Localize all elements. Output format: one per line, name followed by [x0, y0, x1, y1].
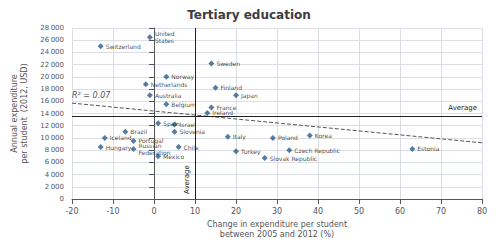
svg-text:Estonia: Estonia — [417, 145, 439, 152]
svg-text:Japan: Japan — [240, 92, 258, 100]
svg-text:30: 30 — [272, 207, 282, 216]
svg-text:Hungary: Hungary — [106, 144, 132, 152]
svg-text:18 000: 18 000 — [40, 85, 64, 93]
svg-text:States: States — [155, 37, 174, 44]
svg-text:80: 80 — [477, 207, 487, 216]
svg-text:16 000: 16 000 — [40, 97, 64, 105]
svg-text:Russian: Russian — [139, 142, 162, 149]
svg-text:6 000: 6 000 — [45, 158, 64, 166]
svg-text:0: 0 — [151, 207, 156, 216]
svg-text:Change in expenditure per stud: Change in expenditure per student — [207, 220, 347, 229]
svg-text:Federation: Federation — [138, 148, 171, 156]
svg-text:per student (2012, USD): per student (2012, USD) — [20, 63, 29, 163]
svg-text:Poland: Poland — [278, 134, 298, 141]
svg-text:20: 20 — [231, 207, 241, 216]
svg-text:Australia: Australia — [155, 92, 182, 99]
svg-text:Slovenia: Slovenia — [180, 128, 206, 135]
svg-text:Norway: Norway — [171, 73, 195, 81]
svg-text:Chile: Chile — [184, 144, 199, 151]
svg-text:Belgium: Belgium — [171, 101, 196, 109]
svg-text:Ireland: Ireland — [212, 109, 233, 116]
svg-text:24 000: 24 000 — [40, 48, 64, 56]
svg-text:Turkey: Turkey — [240, 148, 261, 156]
svg-text:Israel: Israel — [180, 121, 197, 128]
svg-text:12 000: 12 000 — [40, 122, 64, 130]
svg-text:Average: Average — [448, 104, 477, 112]
svg-text:Spain: Spain — [163, 120, 180, 128]
svg-text:United: United — [155, 30, 175, 37]
svg-text:26 000: 26 000 — [40, 36, 64, 44]
svg-text:0: 0 — [60, 195, 64, 203]
svg-text:Sweden: Sweden — [216, 60, 240, 67]
svg-text:Iceland: Iceland — [110, 134, 132, 141]
svg-text:-10: -10 — [106, 207, 119, 216]
svg-text:-20: -20 — [65, 207, 78, 216]
svg-text:Italy: Italy — [233, 133, 246, 141]
svg-text:Netherlands: Netherlands — [151, 81, 188, 88]
svg-text:22 000: 22 000 — [40, 61, 64, 69]
svg-text:70: 70 — [436, 207, 446, 216]
svg-text:28 000: 28 000 — [40, 24, 64, 32]
svg-text:France: France — [216, 103, 237, 111]
svg-text:10: 10 — [190, 207, 200, 216]
svg-text:Brazil: Brazil — [130, 128, 147, 135]
svg-text:20 000: 20 000 — [40, 73, 64, 81]
svg-text:Average: Average — [183, 165, 191, 194]
svg-text:Mexico: Mexico — [163, 153, 184, 160]
svg-text:4 000: 4 000 — [45, 171, 64, 179]
svg-text:50: 50 — [354, 207, 364, 216]
svg-text:60: 60 — [395, 207, 405, 216]
svg-text:between 2005 and 2012 (%): between 2005 and 2012 (%) — [220, 230, 334, 239]
svg-text:Korea: Korea — [315, 132, 332, 139]
svg-text:Tertiary education: Tertiary education — [187, 8, 311, 22]
svg-text:14 000: 14 000 — [40, 110, 64, 118]
svg-text:Czech Republic: Czech Republic — [294, 147, 340, 155]
svg-text:Finland: Finland — [221, 84, 243, 91]
svg-text:2 000: 2 000 — [45, 183, 64, 191]
svg-text:R² = 0.07: R² = 0.07 — [72, 91, 111, 100]
svg-text:Switzerland: Switzerland — [106, 43, 141, 50]
svg-text:8 000: 8 000 — [45, 146, 64, 154]
svg-text:Annual expenditure: Annual expenditure — [10, 74, 19, 153]
svg-text:40: 40 — [313, 207, 323, 216]
svg-text:10 000: 10 000 — [40, 134, 64, 142]
svg-text:Slovak Republic: Slovak Republic — [270, 155, 317, 163]
